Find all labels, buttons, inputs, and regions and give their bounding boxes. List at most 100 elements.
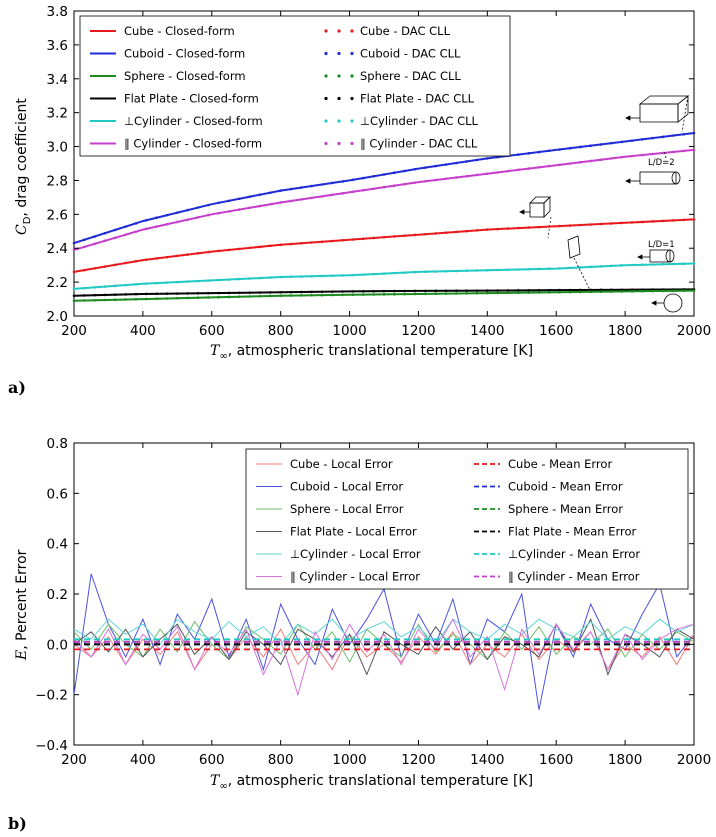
series-point-dac-cll (279, 275, 282, 279)
series-point-dac-cll (424, 166, 427, 169)
series-point-dac-cll (72, 270, 76, 274)
series-point-dac-cll (465, 289, 468, 292)
series-point-dac-cll (589, 265, 592, 269)
series-point-dac-cll (300, 186, 303, 189)
series-point-dac-cll (165, 222, 169, 226)
series-point-dac-cll (289, 242, 293, 246)
series-point-dac-cll (238, 291, 241, 295)
series-point-dac-cll (620, 155, 623, 159)
series-point-dac-cll (434, 232, 437, 235)
series-point-dac-cll (651, 220, 654, 223)
series-point-dac-cll (155, 257, 158, 260)
series-point-dac-cll (610, 290, 613, 293)
series-point-dac-cll (486, 172, 489, 175)
series-point-dac-cll (269, 291, 272, 294)
series-point-dac-cll (300, 294, 303, 297)
series-point-dac-cll (269, 191, 272, 194)
series-point-dac-cll (630, 139, 634, 142)
series-point-dac-cll (589, 223, 592, 226)
series-point-dac-cll (475, 158, 479, 162)
series-point-dac-cll (610, 157, 613, 160)
series-point-dac-cll (134, 283, 138, 286)
series-point-dac-cll (393, 184, 396, 187)
series-point-dac-cll (155, 225, 158, 228)
panel-a-label: a) (8, 378, 26, 397)
series-point-dac-cll (331, 239, 334, 243)
cylinder-ld2-sketch-icon (625, 149, 681, 185)
series-point-dac-cll (537, 267, 541, 271)
series-point-dac-cll (351, 273, 355, 277)
series-point-dac-cll (599, 143, 603, 146)
series-point-dac-cll (248, 277, 251, 280)
series-point-dac-cll (207, 279, 210, 282)
series-point-dac-cll (310, 184, 313, 188)
series-point-dac-cll (527, 291, 530, 294)
series-point-dac-cll (403, 182, 406, 186)
series-point-dac-cll (661, 135, 665, 139)
x-tick-label: 1400 (470, 323, 504, 339)
series-point-dac-cll (455, 269, 458, 273)
series-point-dac-cll (548, 225, 551, 228)
series-point-dac-cll (610, 264, 613, 268)
y-tick-label: 3.2 (47, 106, 68, 122)
series-point-dac-cll (424, 292, 427, 296)
series-point-dac-cll (207, 296, 210, 299)
y-tick-label: 2.4 (47, 241, 68, 257)
series-point-dac-cll (186, 218, 189, 221)
sphere-sketch-icon (651, 293, 683, 313)
legend-swatch-dot (350, 96, 354, 101)
series-point-dac-cll (444, 289, 448, 293)
series-point-dac-cll (124, 261, 127, 265)
series-point-dac-cll (413, 292, 417, 296)
series-point-dac-cll (475, 289, 479, 292)
y-tick-label: 3.0 (47, 140, 68, 156)
series-point-dac-cll (165, 281, 169, 284)
series-point-dac-cll (672, 219, 675, 222)
series-point-dac-cll (548, 164, 551, 168)
series-point-dac-cll (227, 291, 231, 295)
series-point-dac-cll (527, 226, 530, 229)
series-point-dac-cll (620, 264, 623, 267)
series-point-dac-cll (351, 238, 355, 241)
series-point-dac-cll (579, 266, 582, 269)
series-point-dac-cll (651, 263, 654, 266)
legend-label: ⊥Cylinder - Closed-form (124, 114, 263, 128)
series-point-dac-cll (475, 229, 479, 232)
series-point-dac-cll (114, 298, 117, 302)
series-point-dac-cll (413, 181, 417, 184)
series-point-dac-cll (331, 193, 334, 197)
series-point-dac-cll (145, 297, 148, 301)
legend-label: ∥ Cylinder - DAC CLL (360, 137, 478, 151)
series-point-dac-cll (537, 225, 541, 229)
series-point-dac-cll (341, 293, 344, 297)
legend-swatch-dot (337, 29, 341, 33)
series-point-dac-cll (506, 289, 510, 292)
x-tick-label: 1000 (332, 752, 366, 768)
series-point-dac-cll (114, 263, 117, 267)
series-point-dac-cll (155, 216, 158, 220)
series-point-dac-cll (300, 275, 303, 278)
series-point-dac-cll (589, 144, 592, 148)
series-point-dac-cll (362, 293, 365, 296)
series-point-dac-cll (331, 293, 334, 297)
plot-a-legend: Cube - Closed-form Cuboid - Closed-form Sp… (79, 15, 511, 157)
x-tick-label: 1000 (332, 323, 366, 339)
x-tick-label: 1200 (401, 752, 435, 768)
series-point-dac-cll (248, 195, 251, 199)
series-point-dac-cll (258, 204, 262, 208)
series-point-dac-cll (258, 245, 262, 249)
series-point-dac-cll (548, 149, 551, 153)
series-point-dac-cll (372, 236, 375, 240)
series-point-dac-cll (486, 268, 489, 272)
series-point-dac-cll (114, 284, 117, 288)
local-error-line (73, 617, 695, 676)
series-point-dac-cll (114, 228, 117, 232)
series-point-dac-cll (145, 218, 148, 222)
series-point-dac-cll (310, 241, 313, 244)
series-point-dac-cll (682, 132, 685, 136)
series-point-dac-cll (444, 163, 448, 166)
series-point-dac-cll (630, 263, 634, 267)
legend-label: Sphere - Closed-form (124, 69, 246, 83)
series-point-dac-cll (331, 290, 334, 293)
series-point-dac-cll (682, 149, 685, 153)
